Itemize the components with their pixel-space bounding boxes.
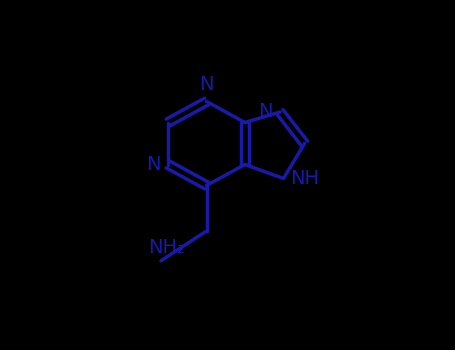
Text: NH₂: NH₂ <box>148 238 185 257</box>
Text: N: N <box>258 103 273 121</box>
Text: NH: NH <box>290 169 319 188</box>
Text: N: N <box>147 155 161 174</box>
Text: N: N <box>199 76 214 94</box>
